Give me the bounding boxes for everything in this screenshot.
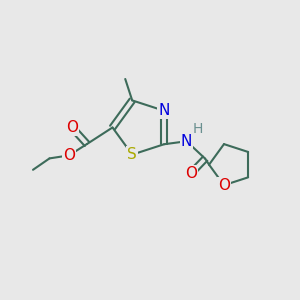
Text: N: N [158,103,170,118]
Text: O: O [63,148,75,163]
Text: N: N [181,134,192,149]
Text: O: O [66,120,78,135]
Text: O: O [218,178,230,193]
Text: H: H [193,122,203,136]
Text: S: S [127,147,137,162]
Text: O: O [185,166,197,181]
